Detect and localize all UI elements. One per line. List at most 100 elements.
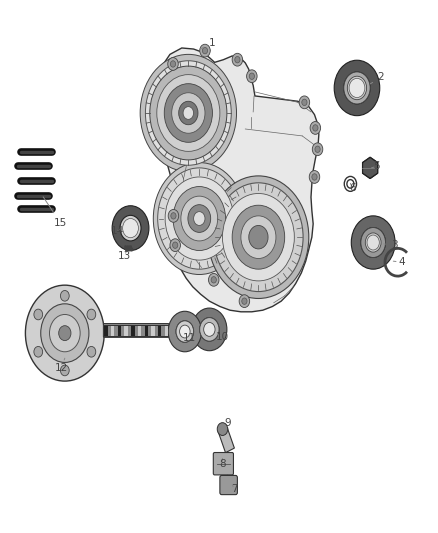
Circle shape (34, 309, 42, 320)
Circle shape (150, 66, 227, 160)
Circle shape (365, 233, 381, 252)
Bar (124, 325, 128, 336)
Circle shape (165, 177, 233, 260)
Text: 10: 10 (216, 332, 229, 342)
Circle shape (223, 193, 294, 281)
Text: 14: 14 (111, 226, 124, 236)
Circle shape (176, 321, 194, 342)
Circle shape (312, 174, 317, 180)
Polygon shape (363, 157, 378, 179)
Circle shape (344, 72, 370, 104)
FancyBboxPatch shape (220, 475, 237, 495)
Circle shape (313, 125, 318, 131)
Bar (152, 325, 155, 336)
Circle shape (168, 209, 179, 222)
Circle shape (208, 176, 309, 298)
Circle shape (239, 295, 250, 308)
Polygon shape (154, 48, 319, 312)
Circle shape (181, 196, 218, 241)
Circle shape (176, 321, 194, 342)
Circle shape (312, 143, 323, 156)
Circle shape (361, 228, 385, 257)
Circle shape (157, 75, 220, 151)
Text: 12: 12 (55, 358, 68, 373)
Circle shape (214, 183, 303, 292)
Bar (104, 325, 108, 336)
Circle shape (302, 99, 307, 106)
Circle shape (235, 56, 240, 63)
Circle shape (168, 311, 201, 352)
Text: 2: 2 (370, 72, 385, 84)
Circle shape (59, 326, 71, 341)
Circle shape (242, 298, 247, 304)
Circle shape (123, 219, 138, 238)
Circle shape (60, 290, 69, 301)
Circle shape (164, 84, 212, 142)
Circle shape (344, 72, 370, 104)
Circle shape (188, 205, 211, 232)
Circle shape (112, 206, 149, 251)
Polygon shape (218, 427, 234, 453)
Circle shape (158, 168, 241, 269)
Text: 7: 7 (231, 484, 238, 494)
Circle shape (192, 308, 227, 351)
Circle shape (60, 365, 69, 376)
Circle shape (49, 314, 80, 352)
Circle shape (87, 346, 96, 357)
Circle shape (211, 277, 216, 283)
Circle shape (249, 225, 268, 249)
Circle shape (200, 318, 219, 341)
Circle shape (347, 76, 367, 100)
Text: 4: 4 (393, 257, 406, 267)
Circle shape (87, 309, 96, 320)
Circle shape (309, 171, 320, 183)
Circle shape (367, 235, 379, 250)
Circle shape (232, 205, 285, 269)
Circle shape (170, 61, 176, 67)
Circle shape (183, 107, 194, 119)
Circle shape (247, 70, 257, 83)
FancyBboxPatch shape (103, 324, 169, 337)
Bar (131, 325, 134, 336)
Bar (138, 325, 141, 336)
Circle shape (173, 187, 226, 251)
Circle shape (361, 228, 385, 257)
Circle shape (171, 213, 176, 219)
Circle shape (310, 122, 321, 134)
Bar (118, 325, 121, 336)
Bar (111, 325, 114, 336)
Bar (158, 325, 162, 336)
Circle shape (179, 101, 198, 125)
Circle shape (315, 146, 320, 152)
Text: 15: 15 (43, 197, 67, 228)
Bar (145, 325, 148, 336)
Circle shape (208, 273, 219, 286)
Circle shape (170, 239, 180, 252)
Circle shape (120, 215, 141, 241)
Circle shape (34, 346, 42, 357)
Circle shape (351, 216, 395, 269)
Circle shape (349, 78, 365, 98)
Circle shape (217, 423, 228, 435)
Text: 13: 13 (118, 251, 131, 261)
Circle shape (140, 54, 237, 172)
Text: 9: 9 (224, 418, 231, 427)
Circle shape (232, 53, 243, 66)
Circle shape (145, 61, 231, 165)
Circle shape (334, 60, 380, 116)
Circle shape (194, 212, 205, 225)
Circle shape (180, 325, 190, 338)
Circle shape (202, 47, 208, 54)
Text: 11: 11 (183, 334, 196, 343)
Circle shape (204, 322, 215, 336)
FancyBboxPatch shape (213, 453, 233, 475)
Circle shape (200, 318, 219, 341)
Text: 5: 5 (371, 161, 380, 171)
Text: 1: 1 (200, 38, 216, 50)
Text: 6: 6 (349, 183, 356, 192)
Circle shape (168, 58, 178, 70)
Text: 8: 8 (219, 458, 226, 469)
Circle shape (241, 216, 276, 259)
Bar (165, 325, 168, 336)
Circle shape (153, 163, 245, 274)
